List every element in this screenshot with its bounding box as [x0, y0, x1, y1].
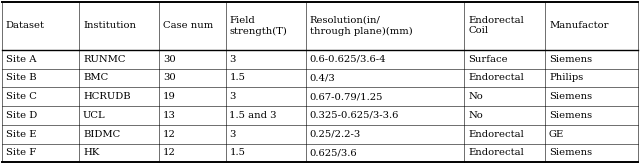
Text: 1.5: 1.5	[230, 73, 246, 82]
Text: 0.4/3: 0.4/3	[310, 73, 335, 82]
Text: Field
strength(T): Field strength(T)	[230, 16, 287, 36]
Text: 3: 3	[230, 130, 236, 139]
Text: Resolution(in/
through plane)(mm): Resolution(in/ through plane)(mm)	[310, 16, 412, 36]
Text: Siemens: Siemens	[549, 111, 592, 120]
Text: Case num: Case num	[163, 21, 213, 30]
Text: 30: 30	[163, 55, 176, 64]
Text: RUNMC: RUNMC	[83, 55, 125, 64]
Text: 19: 19	[163, 92, 176, 101]
Text: 3: 3	[230, 55, 236, 64]
Text: 1.5 and 3: 1.5 and 3	[230, 111, 277, 120]
Text: Siemens: Siemens	[549, 55, 592, 64]
Text: 13: 13	[163, 111, 176, 120]
Text: Endorectal: Endorectal	[468, 130, 524, 139]
Text: 12: 12	[163, 130, 176, 139]
Text: GE: GE	[549, 130, 564, 139]
Text: Site E: Site E	[6, 130, 36, 139]
Text: Site C: Site C	[6, 92, 36, 101]
Text: 0.67-0.79/1.25: 0.67-0.79/1.25	[310, 92, 383, 101]
Text: Dataset: Dataset	[6, 21, 45, 30]
Text: 0.6-0.625/3.6-4: 0.6-0.625/3.6-4	[310, 55, 386, 64]
Text: HK: HK	[83, 148, 99, 157]
Text: BIDMC: BIDMC	[83, 130, 120, 139]
Text: Philips: Philips	[549, 73, 583, 82]
Text: Institution: Institution	[83, 21, 136, 30]
Text: BMC: BMC	[83, 73, 108, 82]
Text: Surface: Surface	[468, 55, 508, 64]
Text: Endorectal: Endorectal	[468, 148, 524, 157]
Text: No: No	[468, 92, 483, 101]
Text: Siemens: Siemens	[549, 148, 592, 157]
Text: 3: 3	[230, 92, 236, 101]
Text: Endorectal: Endorectal	[468, 73, 524, 82]
Text: 0.25/2.2-3: 0.25/2.2-3	[310, 130, 361, 139]
Text: 0.625/3.6: 0.625/3.6	[310, 148, 357, 157]
Text: Manufactor: Manufactor	[549, 21, 609, 30]
Text: Endorectal
Coil: Endorectal Coil	[468, 16, 524, 35]
Text: Site F: Site F	[6, 148, 36, 157]
Text: No: No	[468, 111, 483, 120]
Text: 12: 12	[163, 148, 176, 157]
Text: 30: 30	[163, 73, 176, 82]
Text: 1.5: 1.5	[230, 148, 246, 157]
Text: Siemens: Siemens	[549, 92, 592, 101]
Text: Site A: Site A	[6, 55, 36, 64]
Text: Site D: Site D	[6, 111, 37, 120]
Text: 0.325-0.625/3-3.6: 0.325-0.625/3-3.6	[310, 111, 399, 120]
Text: UCL: UCL	[83, 111, 106, 120]
Text: Site B: Site B	[6, 73, 36, 82]
Text: HCRUDB: HCRUDB	[83, 92, 131, 101]
